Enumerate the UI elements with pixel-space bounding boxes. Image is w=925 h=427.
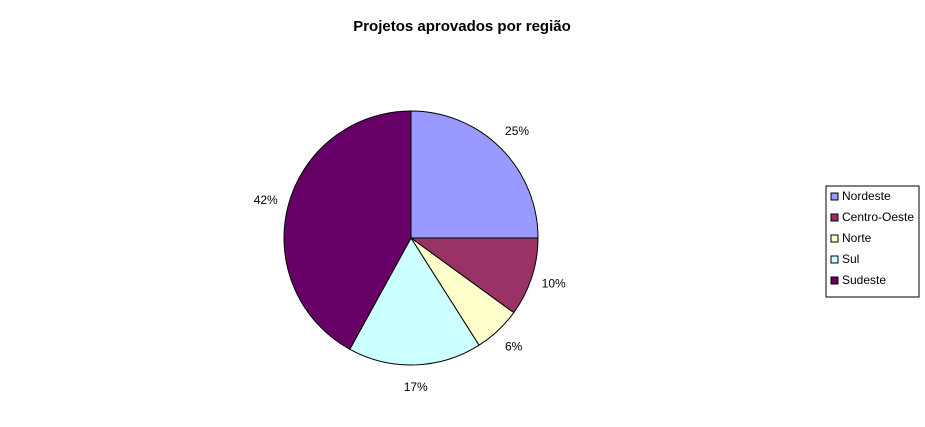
pie-slice: [283, 110, 412, 350]
data-label: 42%: [254, 193, 278, 207]
legend-swatch: [830, 213, 839, 222]
pie-slice: [409, 237, 539, 314]
legend-swatch: [830, 234, 839, 243]
legend-swatch: [830, 255, 839, 264]
legend-label: Sul: [842, 252, 859, 266]
chart-title: Projetos aprovados por região: [353, 18, 571, 35]
data-label: 25%: [505, 124, 529, 138]
legend-label: Sudeste: [842, 273, 886, 287]
legend-label: Centro-Oeste: [842, 210, 914, 224]
legend-label: Nordeste: [842, 189, 891, 203]
pie-slice: [410, 110, 539, 239]
legend-box: [825, 185, 920, 298]
pie-slice: [349, 237, 480, 366]
legend-swatch: [830, 192, 839, 201]
data-label: 6%: [505, 340, 523, 354]
legend-label: Norte: [842, 231, 872, 245]
legend-swatch: [830, 276, 839, 285]
data-label: 17%: [404, 380, 428, 394]
data-label: 10%: [542, 277, 566, 291]
